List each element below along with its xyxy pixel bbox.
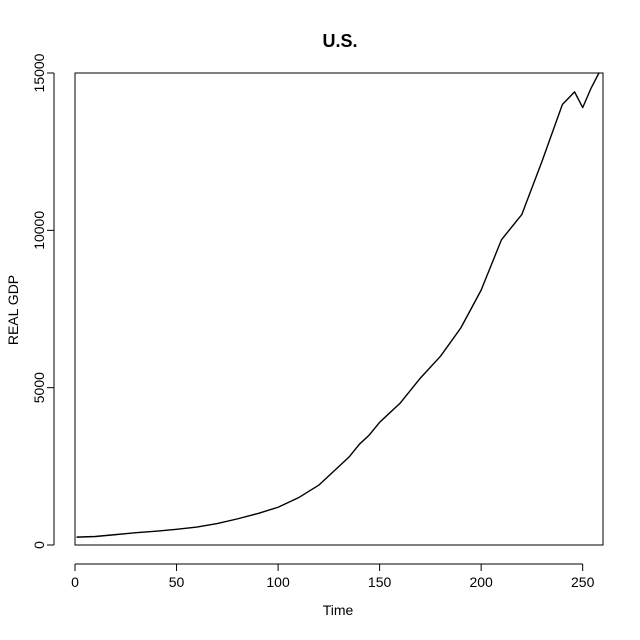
x-tick-label: 50 [169,574,185,590]
series-layer [76,72,600,538]
y-axis: 0 5000 10000 15000 [31,53,55,549]
x-tick-label: 150 [368,574,392,590]
y-tick-label: 15000 [31,53,47,92]
gdp-series-line [76,72,600,538]
y-tick-label: 0 [31,541,47,549]
x-tick-label: 200 [469,574,493,590]
y-tick-label: 5000 [31,372,47,403]
plot-frame [74,72,604,546]
x-tick-label: 0 [71,574,79,590]
chart-title: U.S. [322,31,357,51]
x-axis-label: Time [323,602,354,618]
y-axis-label: REAL GDP [5,275,21,345]
y-tick-label: 10000 [31,211,47,250]
x-tick-label: 100 [266,574,290,590]
x-tick-label: 250 [571,574,595,590]
x-axis: 0 50 100 150 200 250 [71,563,595,590]
